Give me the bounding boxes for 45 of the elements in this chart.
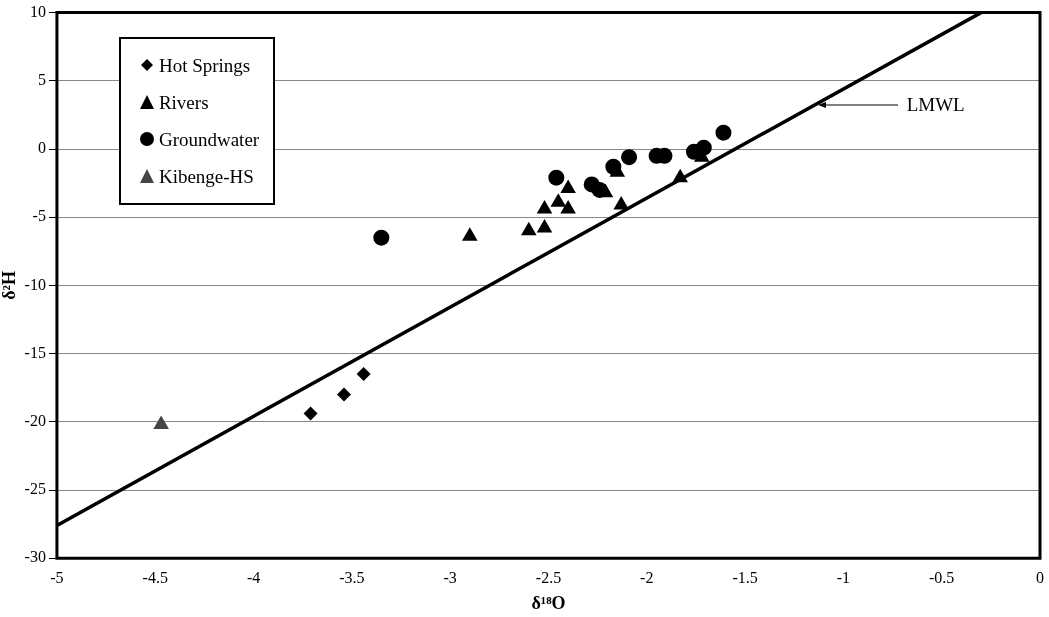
- y-tick-label: 5: [37, 71, 46, 88]
- point: [597, 183, 614, 198]
- point: [613, 195, 630, 210]
- point: [536, 200, 553, 214]
- y-tick-label: 10: [29, 2, 46, 20]
- y-tick-label: -10: [24, 275, 46, 293]
- x-tick-label: -1.5: [732, 569, 758, 586]
- point: [373, 229, 390, 246]
- point: [521, 221, 537, 236]
- x-axis-title: δ¹⁸O: [531, 592, 566, 613]
- x-tick-label: -1: [836, 569, 851, 586]
- point: [548, 169, 565, 186]
- legend-label: Groundwater: [158, 127, 260, 152]
- y-tick-label: -20: [24, 412, 46, 429]
- x-tick-label: -3: [443, 569, 457, 586]
- point: [153, 415, 169, 430]
- x-tick-label: -4.5: [142, 569, 168, 586]
- point: [672, 168, 688, 183]
- legend-label: Rivers: [158, 90, 209, 115]
- x-tick-label: -3.5: [339, 569, 365, 586]
- x-tick-label: -4: [246, 569, 261, 586]
- y-tick-label: 0: [37, 139, 46, 157]
- point: [303, 406, 318, 421]
- point: [356, 367, 371, 382]
- point: [550, 193, 567, 207]
- legend-label: Kibenge-HS: [158, 164, 254, 189]
- x-tick-label: 0: [1036, 569, 1044, 586]
- point: [560, 179, 576, 194]
- y-tick-label: -5: [32, 207, 46, 225]
- x-tick-label: -0.5: [929, 569, 955, 586]
- x-tick-label: -2: [640, 569, 654, 586]
- y-tick-label: -15: [24, 343, 46, 361]
- legend-label: LMWL: [906, 92, 965, 117]
- point: [536, 219, 553, 233]
- y-tick-label: -25: [24, 480, 46, 498]
- point: [715, 124, 732, 141]
- point: [462, 227, 478, 241]
- x-tick-label: -2.5: [535, 569, 562, 586]
- x-tick-label: -5: [50, 569, 64, 586]
- point: [560, 200, 576, 214]
- y-axis-title: δ²H: [0, 271, 20, 300]
- legend-label: Hot Springs: [158, 53, 251, 78]
- y-tick-label: -30: [24, 548, 46, 566]
- point: [621, 149, 638, 166]
- point: [336, 387, 351, 402]
